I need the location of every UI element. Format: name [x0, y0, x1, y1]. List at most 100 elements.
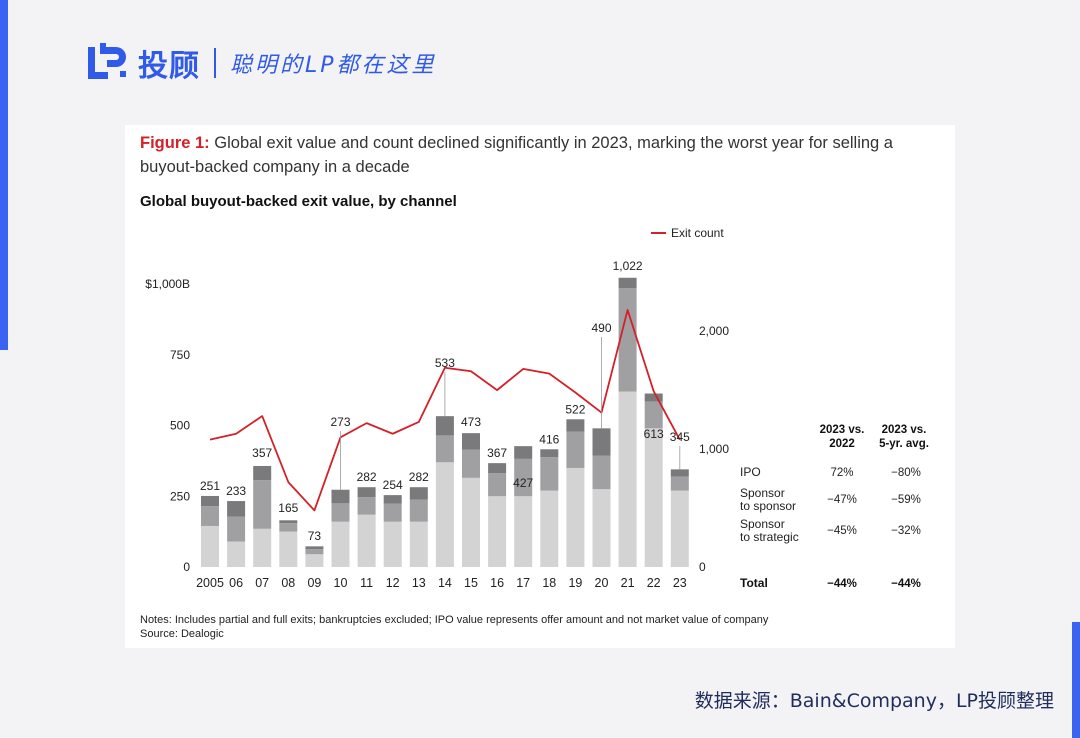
x-tick-label: 20: [595, 576, 609, 590]
total-value-label: 533: [435, 356, 455, 370]
table-row-label-line2: to sponsor: [740, 499, 796, 513]
y-left-tick-label: 750: [170, 348, 190, 362]
bar-segment-sponsor-to-strategic: [592, 489, 611, 567]
total-value-label: 273: [330, 415, 350, 429]
bar-segment-sponsor-to-sponsor: [618, 288, 637, 392]
total-value-label: 282: [357, 470, 377, 484]
table-cell-vs-2022: −47%: [827, 494, 857, 506]
brand-name: 投顾: [138, 49, 200, 84]
bar-segment-sponsor-to-sponsor: [540, 457, 559, 491]
brand-header: 投顾 聪明的LP都在这里: [86, 40, 437, 86]
x-tick-label: 12: [386, 576, 400, 590]
y-right-tick-label: 1,000: [699, 442, 729, 456]
bar-segment-sponsor-to-strategic: [227, 541, 246, 567]
x-tick-label: 08: [281, 576, 295, 590]
bar-segment-sponsor-to-sponsor: [383, 503, 402, 522]
bar-segment-ipo: [644, 393, 663, 402]
bar-segment-ipo: [462, 433, 480, 450]
bar-segment-sponsor-to-strategic: [514, 496, 533, 567]
bar-segment-sponsor-to-sponsor: [514, 458, 533, 497]
notes-text: Notes: Includes partial and full exits; …: [140, 614, 769, 626]
bar-segment-sponsor-to-strategic: [253, 528, 272, 567]
bar-segment-sponsor-to-sponsor: [227, 516, 246, 542]
bar-segment-sponsor-to-strategic: [383, 521, 402, 567]
total-value-label: 357: [252, 446, 272, 460]
bar-segment-ipo: [592, 428, 611, 456]
bar-segment-sponsor-to-sponsor: [305, 549, 324, 555]
left-accent-bar: [0, 0, 8, 350]
figure-notes: Notes: Includes partial and full exits; …: [140, 613, 768, 641]
x-tick-label: 06: [229, 576, 243, 590]
x-tick-label: 09: [307, 576, 321, 590]
bar-segment-ipo: [540, 449, 559, 458]
brand-logo-icon: [88, 43, 126, 79]
table-header-vs-5yr-line2: 5-yr. avg.: [879, 438, 929, 450]
bar-segment-sponsor-to-sponsor: [566, 431, 585, 468]
bar-segment-sponsor-to-strategic: [201, 525, 219, 567]
bar-segment-sponsor-to-sponsor: [435, 435, 454, 463]
figure-title: Figure 1: Global exit value and count de…: [140, 131, 950, 179]
x-tick-label: 07: [255, 576, 269, 590]
bar-segment-sponsor-to-strategic: [331, 521, 350, 567]
table-cell-vs-5yr: −32%: [891, 525, 921, 537]
x-tick-label: 10: [334, 576, 348, 590]
table-cell-vs-2022: −45%: [827, 525, 857, 537]
bar-segment-sponsor-to-strategic: [488, 496, 507, 567]
table-total-label: Total: [740, 576, 768, 590]
table-header-vs-2022-line2: 2022: [829, 438, 855, 450]
bar-segment-sponsor-to-sponsor: [644, 401, 663, 429]
bar-segment-ipo: [253, 465, 272, 481]
brand-divider: [214, 48, 216, 78]
table-cell-vs-5yr: −80%: [891, 467, 921, 479]
bar-segment-sponsor-to-strategic: [409, 521, 428, 567]
x-tick-label: 19: [568, 576, 582, 590]
total-value-label: 522: [565, 402, 585, 416]
bar-segment-sponsor-to-strategic: [462, 477, 480, 567]
bar-segment-sponsor-to-sponsor: [592, 455, 611, 490]
brand-slogan: 聪明的LP都在这里: [230, 53, 437, 78]
x-tick-label: 13: [412, 576, 426, 590]
bar-segment-sponsor-to-sponsor: [201, 506, 219, 526]
x-tick-label: 15: [464, 576, 478, 590]
total-value-label: 416: [539, 432, 559, 446]
x-tick-label: 17: [516, 576, 530, 590]
y-left-tick-label: 250: [170, 489, 190, 503]
figure-label: Figure 1:: [140, 134, 210, 152]
bar-segment-ipo: [435, 416, 454, 436]
y-left-tick-label: $1,000B: [145, 277, 190, 291]
bar-segment-sponsor-to-sponsor: [462, 449, 480, 478]
table-cell-vs-5yr: −59%: [891, 494, 921, 506]
table-row-label-line1: Sponsor: [740, 486, 785, 500]
bar-segment-sponsor-to-strategic: [279, 531, 298, 567]
table-total-vs-5yr: −44%: [891, 578, 921, 590]
bar-segment-sponsor-to-strategic: [618, 391, 637, 567]
x-tick-label: 21: [621, 576, 635, 590]
bar-segment-sponsor-to-strategic: [566, 467, 585, 567]
total-value-label: 613: [644, 427, 664, 441]
bar-segment-ipo: [488, 463, 507, 474]
bar-segment-sponsor-to-sponsor: [670, 476, 689, 491]
bar-segment-sponsor-to-strategic: [357, 514, 376, 567]
table-cell-vs-2022: 72%: [830, 467, 853, 479]
bar-segment-ipo: [227, 501, 246, 517]
bar-segment-ipo: [566, 419, 585, 432]
bar-segment-sponsor-to-sponsor: [253, 480, 272, 529]
table-row-label-line1: Sponsor: [740, 517, 785, 531]
bar-segment-ipo: [514, 446, 533, 459]
table-header-vs-2022-line1: 2023 vs.: [820, 424, 865, 436]
bar-segment-ipo: [357, 487, 376, 498]
source-text: Source: Dealogic: [140, 628, 224, 640]
bar-segment-ipo: [409, 487, 428, 500]
bar-segment-ipo: [305, 546, 324, 550]
table-header-vs-5yr-line1: 2023 vs.: [882, 424, 927, 436]
footer-source: 数据来源：Bain&Company，LP投顾整理: [694, 690, 1054, 712]
total-value-label: 254: [383, 478, 403, 492]
table-total-vs-2022: −44%: [827, 578, 857, 590]
x-tick-label: 16: [490, 576, 504, 590]
x-tick-label: 14: [438, 576, 452, 590]
y-right-tick-label: 2,000: [699, 324, 729, 338]
table-row-label: IPO: [740, 465, 761, 479]
bar-segment-sponsor-to-sponsor: [357, 497, 376, 515]
bar-segment-sponsor-to-strategic: [670, 490, 689, 567]
